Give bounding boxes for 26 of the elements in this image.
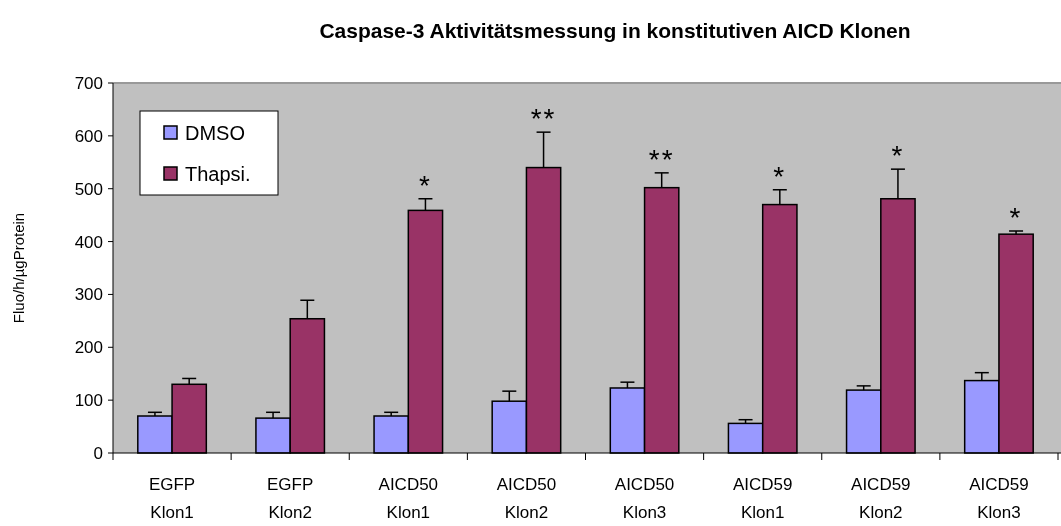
annotation: ** <box>530 103 557 135</box>
annotation: ** <box>648 143 675 175</box>
y-tick-label: 500 <box>74 179 103 199</box>
y-tick-label: 200 <box>74 338 103 358</box>
x-tick-label: EGFP Klon1 <box>148 475 196 522</box>
y-tick-label: 100 <box>74 391 103 411</box>
y-tick-label: 0 <box>93 443 103 463</box>
y-tick-label: 600 <box>74 126 103 146</box>
x-tick-label: AICD50 Klon3 <box>614 475 675 522</box>
y-tick-label: 700 <box>74 73 103 93</box>
y-tick-label: 300 <box>74 285 103 305</box>
y-axis-title: Fluo/h/µgProtein <box>10 212 27 324</box>
x-tick-label: AICD59 Klon2 <box>851 475 911 522</box>
annotation: * <box>891 140 905 172</box>
annotation: * <box>418 169 432 201</box>
x-tick-label: AICD50 Klon1 <box>378 475 439 522</box>
x-tick-label: AICD50 Klon2 <box>496 475 557 522</box>
chart-title: Caspase-3 Aktivitätsmessung in konstitutiven AICD Klonen <box>319 19 911 42</box>
annotation: * <box>1009 202 1023 233</box>
legend-label: Thapsi. <box>185 163 251 185</box>
x-tick-label: AICD59 Klon1 <box>732 475 793 522</box>
legend-label: DMSO <box>185 122 245 144</box>
x-tick-label: EGFP Klon2 <box>267 475 314 522</box>
y-tick-label: 400 <box>74 232 103 252</box>
x-tick-label: AICD59 Klon3 <box>969 475 1029 522</box>
annotation: * <box>773 160 787 192</box>
